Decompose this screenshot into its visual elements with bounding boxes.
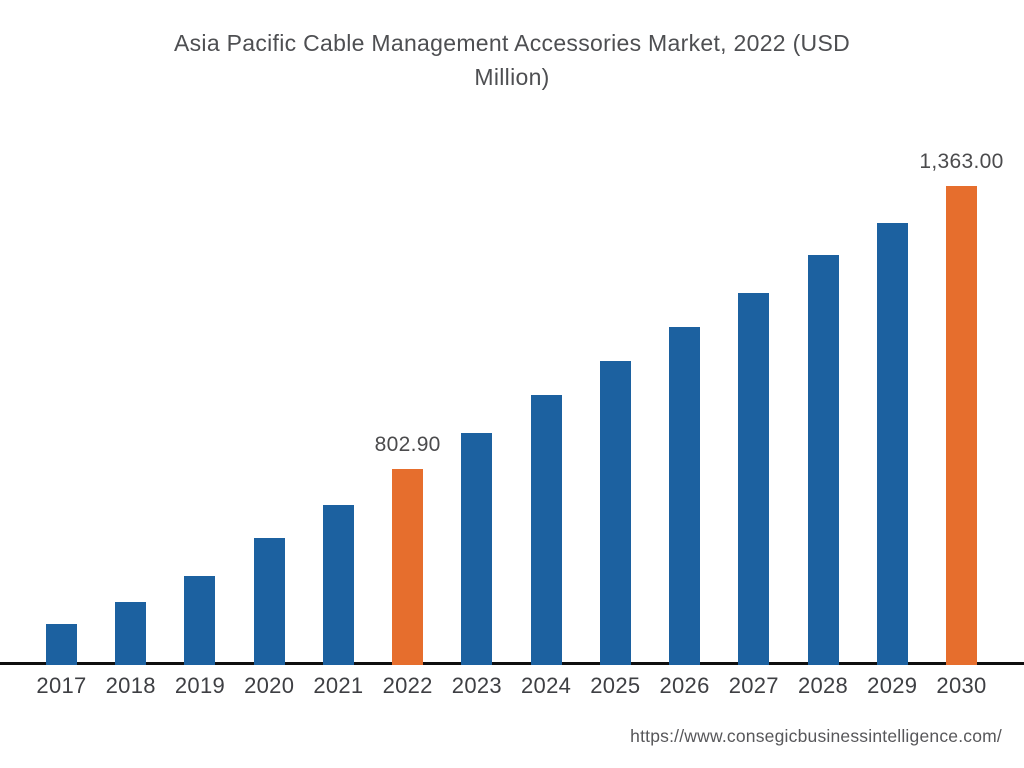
x-axis-label-2018: 2018 bbox=[105, 673, 156, 698]
x-axis-label-2021: 2021 bbox=[313, 673, 364, 698]
x-axis-label-2019: 2019 bbox=[174, 673, 226, 698]
chart-title: Asia Pacific Cable Management Accessorie… bbox=[0, 26, 1024, 94]
x-axis-labels: 2017 2018 2019 2020 2021 2022 2023 2024 2025 2026… bbox=[0, 673, 1024, 703]
x-axis-label-2025: 2025 bbox=[590, 673, 641, 698]
chart-title-line-2: Million) bbox=[474, 64, 550, 90]
bar-2023 bbox=[461, 432, 493, 665]
bar-2018 bbox=[115, 601, 147, 665]
x-axis-label-2030: 2030 bbox=[936, 673, 987, 698]
bar-2027 bbox=[738, 292, 770, 665]
x-axis-label-2023: 2023 bbox=[451, 673, 502, 698]
x-axis-label-2024: 2024 bbox=[521, 673, 572, 698]
bar-2020 bbox=[253, 537, 285, 665]
x-axis-label-2029: 2029 bbox=[867, 673, 918, 698]
bar-2025 bbox=[599, 360, 631, 665]
x-axis-label-2028: 2028 bbox=[797, 673, 849, 698]
bar-2019 bbox=[184, 576, 216, 665]
x-axis-line bbox=[0, 662, 1024, 665]
x-axis-label-2027: 2027 bbox=[728, 673, 779, 698]
bar-2024 bbox=[530, 394, 562, 665]
source-url: https://www.consegicbusinessintelligence… bbox=[630, 726, 1002, 746]
x-axis-label-2017: 2017 bbox=[36, 673, 87, 698]
value-label-2030: 1,363.00 bbox=[919, 150, 1004, 174]
bar-2028 bbox=[807, 255, 839, 665]
bar-2029 bbox=[876, 222, 908, 665]
bar-2021 bbox=[322, 505, 354, 665]
x-axis-label-2020: 2020 bbox=[244, 673, 295, 698]
bar-2030 bbox=[945, 186, 977, 665]
x-axis-label-2026: 2026 bbox=[659, 673, 710, 698]
bar-2026 bbox=[669, 327, 701, 665]
chart-title-line-1: Asia Pacific Cable Management Accessorie… bbox=[173, 30, 851, 56]
plot-area: 802.90 1,363.00 bbox=[0, 117, 1024, 665]
value-label-2022: 802.90 bbox=[374, 432, 441, 456]
bar-2022 bbox=[392, 468, 424, 665]
x-axis-label-2022: 2022 bbox=[382, 673, 433, 698]
bar-2017 bbox=[46, 624, 77, 665]
